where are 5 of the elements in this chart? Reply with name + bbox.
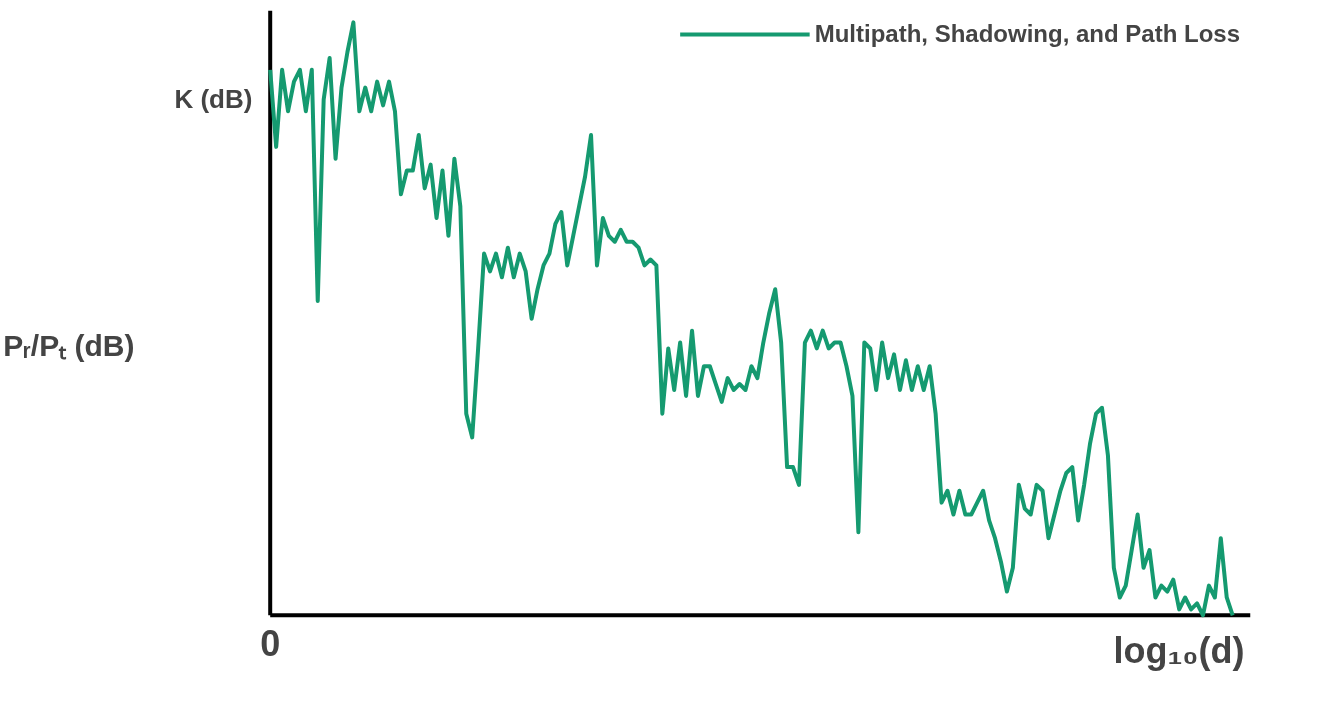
y-axis-title: Pᵣ/Pₜ (dB) (3, 329, 135, 362)
x-axis-title: log₁₀(d) (1113, 630, 1245, 672)
text: K (dB) (174, 84, 253, 115)
text: Multipath, Shadowing, and Path Loss (814, 20, 1240, 48)
text: 0 (260, 623, 281, 665)
